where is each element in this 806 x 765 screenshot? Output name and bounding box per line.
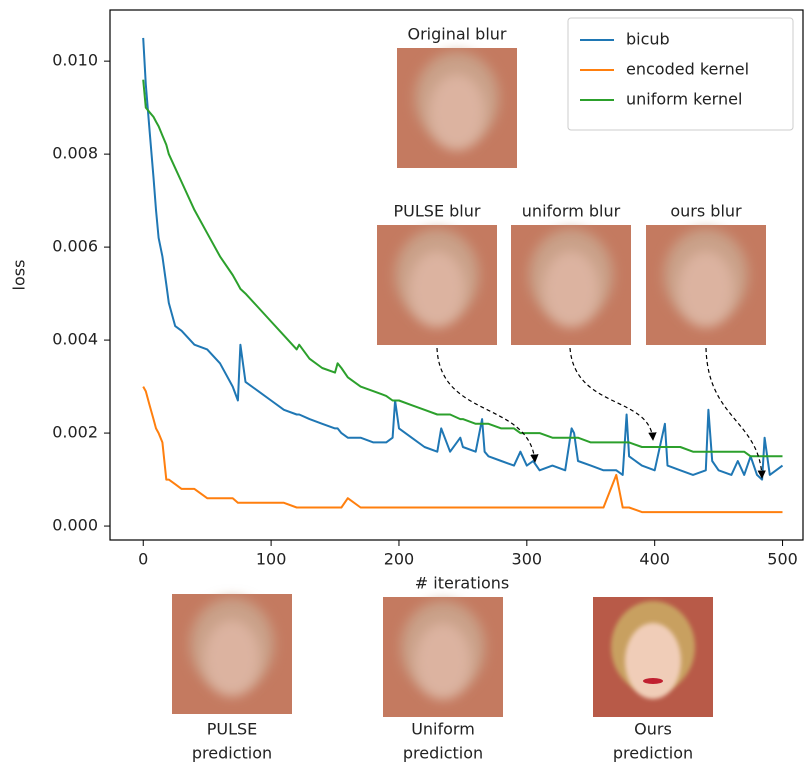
face xyxy=(204,620,260,696)
x-tick-label: 400 xyxy=(639,550,670,569)
thumbnail xyxy=(593,597,713,717)
thumbnail xyxy=(511,225,631,345)
y-tick-label: 0.004 xyxy=(52,330,98,349)
x-tick-label: 100 xyxy=(256,550,287,569)
face xyxy=(415,623,471,699)
mouth xyxy=(643,678,663,684)
legend-box xyxy=(567,17,794,131)
x-tick-label: 500 xyxy=(767,550,798,569)
x-tick-label: 0 xyxy=(138,550,148,569)
series-line xyxy=(142,37,784,481)
thumbnail xyxy=(383,597,503,717)
arrow xyxy=(569,347,657,441)
arrow xyxy=(705,347,766,479)
legend-label: uniform kernel xyxy=(626,90,742,109)
face xyxy=(678,251,734,327)
legend-label: encoded kernel xyxy=(626,60,749,79)
thumbnail xyxy=(397,48,517,168)
arrow xyxy=(436,347,539,463)
inset-label: PULSE blur xyxy=(394,202,481,221)
face xyxy=(429,74,485,150)
inset-label: uniform blur xyxy=(522,202,621,221)
y-tick-label: 0.008 xyxy=(52,144,98,163)
x-tick-label: 200 xyxy=(384,550,415,569)
face xyxy=(543,251,599,327)
thumbnail xyxy=(377,225,497,345)
prediction-label: Ours xyxy=(634,720,672,739)
face xyxy=(409,251,465,327)
thumbnail xyxy=(646,225,766,345)
y-axis-label: loss xyxy=(10,260,29,291)
prediction-label: Uniform xyxy=(411,720,475,739)
legend-label: bicub xyxy=(626,30,670,49)
prediction-label: prediction xyxy=(403,744,483,763)
y-tick-label: 0.006 xyxy=(52,237,98,256)
inset-label: ours blur xyxy=(670,202,742,221)
prediction-label: PULSE xyxy=(207,720,258,739)
series-line xyxy=(142,79,783,458)
thumbnail xyxy=(172,594,292,714)
y-tick-label: 0.010 xyxy=(52,51,98,70)
series-line xyxy=(142,386,783,514)
y-tick-label: 0.002 xyxy=(52,423,98,442)
x-axis-label: # iterations xyxy=(415,574,509,593)
x-tick-label: 300 xyxy=(512,550,543,569)
face xyxy=(625,623,681,699)
y-tick-label: 0.000 xyxy=(52,516,98,535)
inset-label: Original blur xyxy=(407,25,506,44)
prediction-label: prediction xyxy=(192,744,272,763)
prediction-label: prediction xyxy=(613,744,693,763)
plot-frame xyxy=(109,9,804,541)
